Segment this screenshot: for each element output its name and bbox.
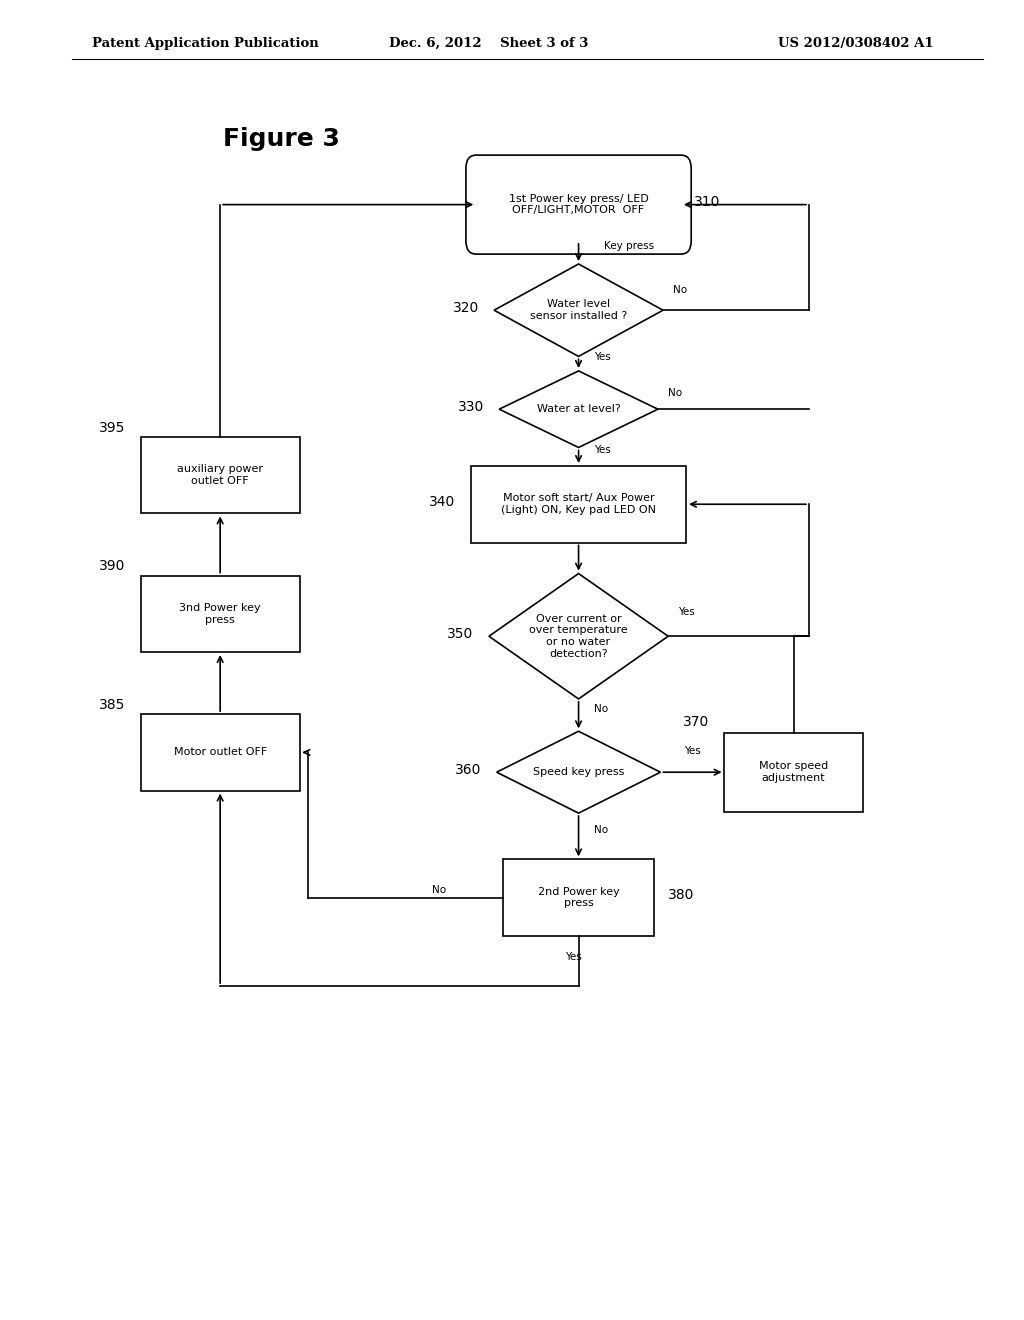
Bar (141, 437, 299, 513)
Text: No: No (668, 388, 682, 399)
Text: Motor speed
adjustment: Motor speed adjustment (759, 762, 828, 783)
Text: 385: 385 (99, 698, 126, 711)
Text: US 2012/0308402 A1: US 2012/0308402 A1 (778, 37, 934, 50)
Text: Key press: Key press (604, 240, 654, 251)
Text: 330: 330 (458, 400, 483, 413)
Text: Figure 3: Figure 3 (223, 127, 340, 150)
Bar (471, 466, 686, 543)
Polygon shape (499, 371, 657, 447)
Text: auxiliary power
outlet OFF: auxiliary power outlet OFF (177, 465, 263, 486)
Polygon shape (488, 573, 668, 700)
Text: 390: 390 (99, 560, 126, 573)
Text: Yes: Yes (565, 952, 582, 962)
Text: Patent Application Publication: Patent Application Publication (92, 37, 318, 50)
Text: No: No (594, 825, 608, 834)
Polygon shape (497, 731, 660, 813)
Text: 350: 350 (447, 627, 473, 640)
Text: 310: 310 (694, 195, 721, 209)
Text: Over current or
over temperature
or no water
detection?: Over current or over temperature or no w… (529, 614, 628, 659)
Text: 360: 360 (455, 763, 481, 776)
Text: Yes: Yes (594, 445, 610, 455)
Text: 395: 395 (99, 421, 126, 434)
Text: Motor outlet OFF: Motor outlet OFF (173, 747, 267, 758)
Bar (503, 859, 654, 936)
FancyBboxPatch shape (466, 156, 691, 253)
Polygon shape (494, 264, 664, 356)
Text: 340: 340 (429, 495, 456, 508)
Text: Yes: Yes (678, 607, 695, 618)
Text: Yes: Yes (594, 352, 610, 362)
Text: 1st Power key press/ LED
OFF/LIGHT,MOTOR  OFF: 1st Power key press/ LED OFF/LIGHT,MOTOR… (509, 194, 648, 215)
Text: Dec. 6, 2012    Sheet 3 of 3: Dec. 6, 2012 Sheet 3 of 3 (389, 37, 589, 50)
Text: No: No (674, 285, 687, 296)
Text: Water level
sensor installed ?: Water level sensor installed ? (530, 300, 627, 321)
Bar (141, 576, 299, 652)
Text: 380: 380 (668, 888, 694, 902)
Text: Motor soft start/ Aux Power
(Light) ON, Key pad LED ON: Motor soft start/ Aux Power (Light) ON, … (501, 494, 656, 515)
Text: Water at level?: Water at level? (537, 404, 621, 414)
Text: 320: 320 (453, 301, 478, 314)
Text: 3nd Power key
press: 3nd Power key press (179, 603, 261, 624)
Text: 2nd Power key
press: 2nd Power key press (538, 887, 620, 908)
Text: Yes: Yes (684, 746, 700, 756)
Text: No: No (594, 704, 608, 714)
Text: 370: 370 (683, 715, 709, 729)
Text: No: No (432, 884, 446, 895)
Bar (725, 733, 862, 812)
Text: Speed key press: Speed key press (532, 767, 625, 777)
Bar (141, 714, 299, 791)
